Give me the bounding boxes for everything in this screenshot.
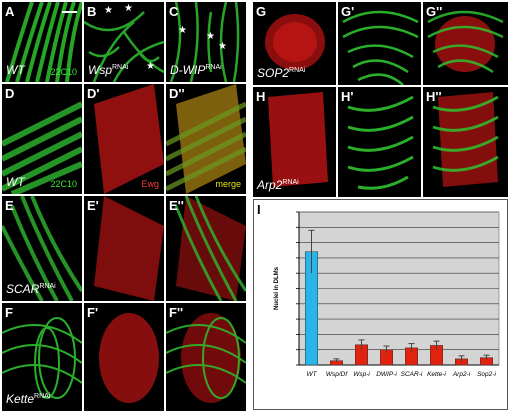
panel-label: E''	[169, 198, 184, 213]
condition-label: WT	[6, 175, 25, 189]
x-tick-label: Wsp/Df	[326, 371, 349, 378]
panel-label: D'	[87, 86, 100, 101]
panel-D-double-prime: D'' merge	[166, 84, 246, 194]
panel-label: E	[5, 198, 14, 213]
x-tick-label: SCAR-i	[401, 371, 423, 378]
panel-H-double-prime-image	[432, 92, 499, 187]
panel-C-image	[169, 2, 240, 82]
panel-A: A WT 22C10	[2, 2, 82, 82]
panel-E-image	[2, 196, 82, 301]
panel-G-double-prime: G''	[423, 2, 508, 85]
panel-D-image	[2, 101, 82, 194]
panel-F: F KetteRNAi	[2, 303, 82, 411]
panel-I-chart: I Nuclei in DLMs WT Wsp/Df Wsp-i DWIP-i SCAR-…	[253, 199, 508, 410]
panel-E-double-prime: E''	[166, 196, 246, 301]
panel-B-image	[84, 11, 164, 82]
panel-A-image	[5, 2, 82, 82]
panel-H: H Arp2RNAi	[253, 87, 336, 197]
condition-label: WT	[6, 63, 25, 77]
x-tick-label: WT	[306, 371, 317, 378]
panel-H-double-prime: H''	[423, 87, 508, 197]
panel-F-image	[2, 317, 82, 399]
panel-label: H	[256, 89, 266, 104]
x-tick-label: Sop2-i	[477, 371, 496, 378]
condition-label: D-WIPRNAi	[170, 63, 222, 77]
panel-label: G	[256, 4, 267, 19]
panel-F-double-prime: F''	[166, 303, 246, 411]
panel-label: A	[5, 4, 15, 19]
star-marker: ★	[206, 31, 215, 42]
panel-F-prime: F'	[84, 303, 164, 411]
x-tick-label: Arp2-i	[452, 371, 471, 378]
x-tick-label: DWIP-i	[376, 371, 397, 378]
star-marker: ★	[146, 61, 155, 72]
panel-label: F'	[87, 305, 99, 320]
star-marker: ★	[178, 25, 187, 36]
star-marker: ★	[104, 5, 113, 16]
panel-G-double-prime-image	[427, 10, 504, 74]
bar-chart: Nuclei in DLMs WT Wsp/Df Wsp-i DWIP-i SCAR-i K…	[274, 211, 500, 378]
panel-H-prime-image	[347, 95, 414, 190]
panel-G-prime-image	[342, 10, 419, 85]
panel-label: B	[87, 4, 97, 19]
panel-D-prime: D' Ewg	[84, 84, 164, 194]
x-tick-label: Kette-i	[427, 371, 446, 378]
condition-label: SCARRNAi	[6, 282, 56, 296]
panel-E-prime-image	[94, 196, 164, 301]
y-axis-label: Nuclei in DLMs	[274, 266, 280, 310]
panel-D-prime-image	[94, 84, 164, 194]
panel-label: F	[5, 305, 13, 320]
panel-D-double-prime-image	[166, 84, 246, 194]
panel-G-image	[265, 14, 325, 70]
panel-label: D''	[169, 86, 185, 101]
stain-label: merge	[215, 179, 241, 189]
panel-label: G''	[426, 4, 443, 19]
star-marker: ★	[124, 3, 133, 14]
panel-E-prime: E'	[84, 196, 164, 301]
condition-label: KetteRNAi	[6, 392, 51, 406]
panel-H-prime: H'	[338, 87, 421, 197]
scale-bar	[62, 11, 77, 13]
condition-label: WspRNAi	[88, 63, 129, 77]
stain-label: 22C10	[50, 67, 77, 77]
panel-C: C ★ ★ ★ D-WIPRNAi	[166, 2, 246, 82]
panel-H-image	[268, 92, 328, 187]
panel-G: G SOP2RNAi	[253, 2, 336, 85]
panel-E: E SCARRNAi	[2, 196, 82, 301]
panel-label: F''	[169, 305, 184, 320]
panel-label: H'	[341, 89, 354, 104]
panel-label: E'	[87, 198, 99, 213]
panel-label: G'	[341, 4, 355, 19]
panel-E-double-prime-image	[174, 196, 246, 301]
panel-label: I	[257, 202, 261, 217]
x-tick-label: Wsp-i	[353, 371, 370, 378]
star-marker: ★	[218, 41, 227, 52]
panel-G-prime: G'	[338, 2, 421, 85]
panel-B: B ★ ★ ★ WspRNAi	[84, 2, 164, 82]
panel-label: H''	[426, 89, 442, 104]
panel-label: D	[5, 86, 15, 101]
stain-label: 22C10	[50, 179, 77, 189]
panel-D: D WT 22C10	[2, 84, 82, 194]
stain-label: Ewg	[141, 179, 159, 189]
panel-F-prime-image	[99, 313, 159, 403]
condition-label: SOP2RNAi	[257, 66, 306, 80]
panel-label: C	[169, 4, 179, 19]
condition-label: Arp2RNAi	[257, 178, 299, 192]
panel-F-double-prime-image	[166, 313, 246, 403]
